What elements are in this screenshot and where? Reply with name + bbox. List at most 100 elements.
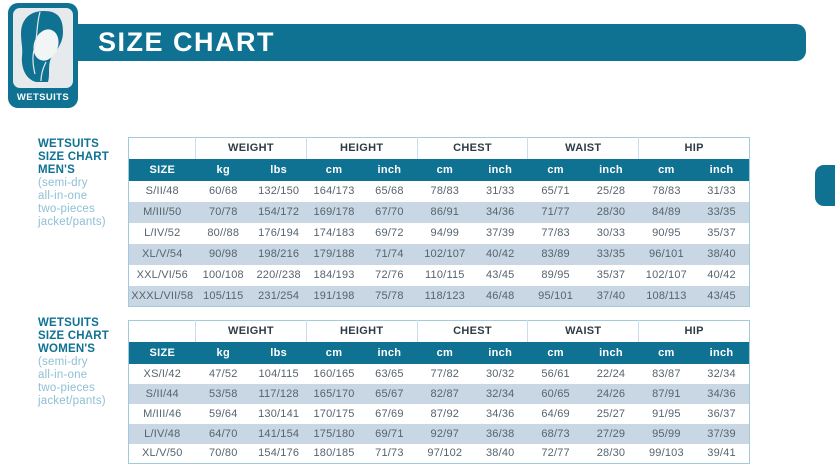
table-row: L/IV/52 80//88 176/194 174/183 69/72 94/99 37/… [129, 223, 750, 244]
table-row: XS/I/42 47/52 104/115 160/165 63/65 77/82 30/3… [129, 364, 750, 384]
value-cell: 90/95 [652, 227, 681, 239]
group-header: CHEST [416, 320, 528, 342]
value-cell: 67/69 [375, 407, 404, 420]
value-cell: 132/150 [258, 185, 300, 197]
value-cell: 169/178 [313, 206, 355, 218]
table-row: XL/V/54 90/98 198/216 179/188 71/74 102/107 40… [128, 243, 750, 265]
value-cell: 102/107 [424, 248, 466, 260]
value-cell: 160/165 [313, 367, 355, 380]
value-cell: 69/71 [375, 427, 404, 440]
column-header: cm [417, 158, 473, 181]
size-cell: XL/V/50 [142, 447, 183, 460]
value-cell: 154/172 [258, 206, 300, 218]
value-cell: 174/183 [313, 227, 355, 239]
value-cell: 130/141 [258, 407, 300, 420]
value-cell: 180/185 [313, 447, 355, 460]
column-header: cm [306, 158, 362, 181]
value-cell: 67/70 [375, 206, 404, 218]
group-header: WEIGHT [195, 137, 307, 159]
value-cell: 91/95 [652, 407, 681, 420]
value-cell: 64/70 [208, 427, 238, 440]
value-cell: 231/254 [258, 289, 300, 302]
value-cell: 102/107 [645, 269, 687, 281]
value-cell: 39/41 [707, 447, 736, 460]
value-cell: 89/95 [541, 269, 570, 281]
size-cell: M/III/46 [143, 407, 182, 420]
value-cell: 43/45 [707, 289, 736, 302]
value-cell: 176/194 [258, 227, 300, 239]
value-cell: 64/69 [541, 407, 570, 420]
value-cell: 108/113 [646, 289, 687, 302]
value-cell: 38/40 [485, 447, 515, 460]
column-header: kg [195, 341, 251, 364]
size-cell: L/IV/48 [144, 427, 181, 440]
wetsuit-hood-icon [21, 11, 63, 82]
mens-label-line: SIZE CHART [38, 151, 109, 163]
value-cell: 63/65 [375, 367, 404, 380]
table-row: XXXL/VII/58 105/115 231/254 191/198 75/78 118… [128, 285, 750, 307]
table-row: XL/V/50 70/80 154/176 180/185 71/73 97/102 38/… [129, 444, 750, 464]
size-cell: XL/V/54 [142, 248, 183, 260]
value-cell: 95/99 [652, 427, 681, 440]
group-header: WEIGHT [195, 320, 307, 342]
value-cell: 35/37 [707, 227, 736, 239]
value-cell: 53/58 [208, 387, 238, 400]
page-title: SIZE CHART [98, 27, 275, 57]
value-cell: 40/42 [707, 269, 736, 281]
value-cell: 35/37 [596, 269, 626, 281]
group-header: HEIGHT [305, 320, 418, 342]
group-header: WAIST [527, 320, 639, 342]
value-cell: 37/40 [596, 289, 626, 302]
womens-label-line: WOMEN'S [38, 343, 96, 355]
column-header: inch [472, 341, 528, 364]
column-header: cm [638, 158, 695, 181]
column-header: cm [417, 341, 473, 364]
value-cell: 34/36 [485, 206, 515, 218]
womens-size-table: WEIGHT HEIGHT CHEST WAIST HIP SIZE kg lbs cm inch… [128, 320, 750, 464]
group-header-row: WEIGHT HEIGHT CHEST WAIST HIP [129, 320, 750, 342]
wetsuits-logo: WETSUITS [8, 3, 78, 108]
column-header: SIZE [128, 341, 196, 364]
value-cell: 179/188 [313, 248, 355, 260]
value-cell: 170/175 [313, 407, 355, 420]
value-cell: 154/176 [258, 447, 300, 460]
mens-label-line: MEN'S [38, 164, 75, 176]
value-cell: 28/30 [596, 447, 626, 460]
value-cell: 105/115 [203, 289, 244, 302]
mens-sublabel-line: two-pieces [38, 203, 95, 215]
mens-section-label: WETSUITS SIZE CHART MEN'S (semi-dry all-… [38, 138, 138, 229]
column-header: inch [583, 158, 639, 181]
value-cell: 95/101 [538, 289, 574, 302]
value-cell: 97/102 [427, 447, 463, 460]
group-header: CHEST [416, 137, 528, 159]
value-cell: 38/40 [707, 248, 736, 260]
mens-size-table: WEIGHT HEIGHT CHEST WAIST HIP SIZE kg lbs cm inch… [128, 137, 750, 307]
value-cell: 25/27 [596, 407, 626, 420]
size-cell: S/II/44 [145, 387, 179, 400]
column-header: inch [361, 158, 418, 181]
value-cell: 71/73 [375, 447, 404, 460]
value-cell: 65/71 [541, 185, 570, 197]
value-cell: 60/65 [541, 387, 570, 400]
value-cell: 24/26 [596, 387, 626, 400]
size-cell: XXXL/VII/58 [131, 289, 194, 302]
value-cell: 198/216 [258, 248, 300, 260]
column-header: lbs [250, 158, 307, 181]
value-cell: 80//88 [207, 227, 240, 239]
value-cell: 75/78 [375, 289, 404, 302]
value-cell: 96/101 [648, 248, 684, 260]
value-cell: 191/198 [313, 289, 355, 302]
value-cell: 220//238 [256, 269, 301, 281]
value-cell: 78/83 [652, 185, 681, 197]
right-edge-tab [815, 165, 835, 206]
table-row: S/II/44 53/58 117/128 165/170 65/67 82/87 32/3… [128, 383, 750, 404]
value-cell: 83/87 [652, 367, 681, 380]
value-cell: 175/180 [313, 427, 355, 440]
value-cell: 69/72 [375, 227, 404, 239]
size-cell: XS/I/42 [143, 367, 182, 380]
value-cell: 94/99 [430, 227, 460, 239]
value-cell: 31/33 [707, 185, 736, 197]
value-cell: 31/33 [485, 185, 515, 197]
value-cell: 165/170 [313, 387, 355, 400]
